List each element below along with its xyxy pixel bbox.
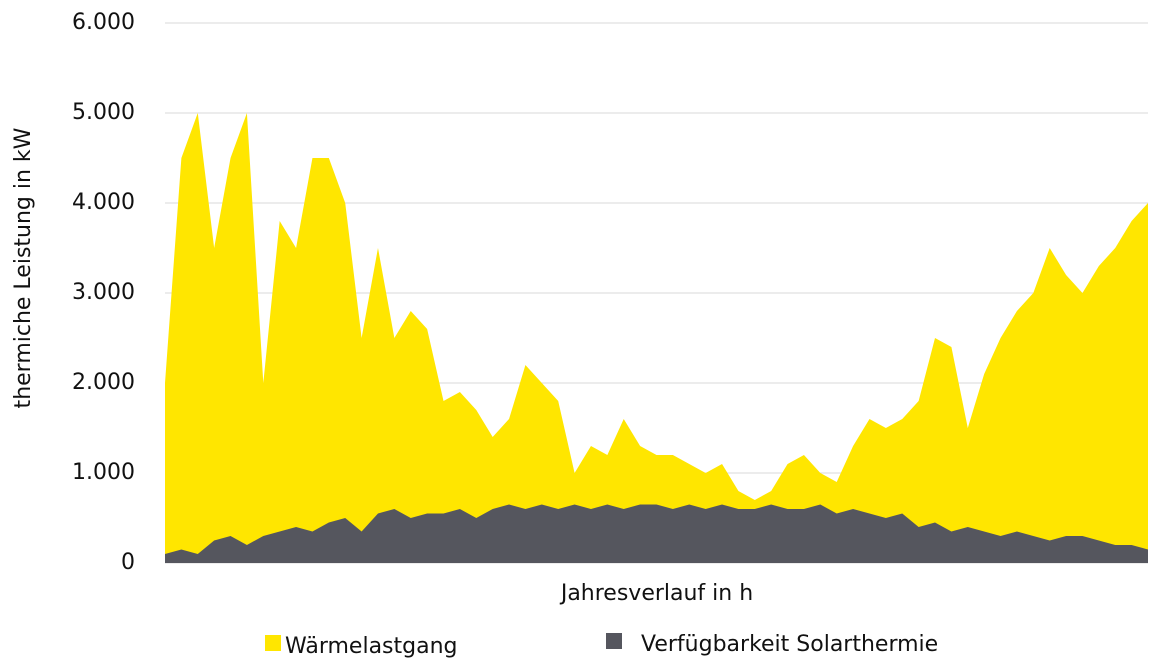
y-tick-label: 2.000 bbox=[72, 370, 135, 395]
y-tick-label: 3.000 bbox=[72, 280, 135, 305]
area bbox=[165, 113, 1148, 563]
y-tick-label: 0 bbox=[121, 550, 135, 575]
y-tick-label: 1.000 bbox=[72, 460, 135, 485]
legend-swatch bbox=[606, 633, 622, 649]
legend-swatch bbox=[265, 635, 281, 651]
y-axis-title: thermiche Leistung in kW bbox=[11, 127, 36, 408]
legend-label: Verfügbarkeit Solarthermie bbox=[641, 632, 938, 657]
x-axis-title: Jahresverlauf in h bbox=[559, 581, 753, 606]
y-tick-label: 6.000 bbox=[72, 10, 135, 35]
legend-label: Wärmelastgang bbox=[285, 634, 458, 659]
y-tick-label: 5.000 bbox=[72, 100, 135, 125]
y-tick-label: 4.000 bbox=[72, 190, 135, 215]
area bbox=[165, 504, 1148, 563]
